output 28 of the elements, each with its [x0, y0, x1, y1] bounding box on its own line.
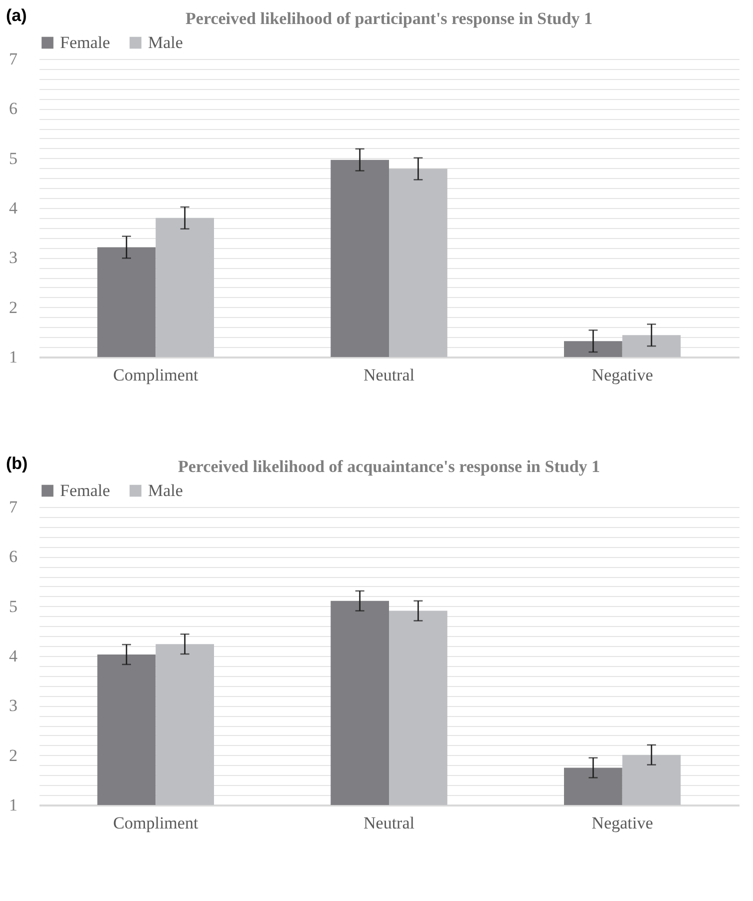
x-tick-label: Negative — [592, 814, 654, 832]
x-tick-label: Neutral — [364, 814, 415, 832]
chart-title: Perceived likelihood of participant's response in Study 1 — [186, 9, 592, 28]
y-tick-label: 6 — [9, 99, 18, 118]
y-tick-label: 3 — [9, 696, 18, 716]
x-tick-label: Compliment — [113, 366, 198, 384]
y-tick-label: 7 — [9, 498, 18, 516]
y-tick-label: 4 — [9, 646, 18, 666]
y-tick-label: 5 — [9, 148, 18, 168]
legend-label: Male — [148, 480, 183, 500]
y-tick-label: 1 — [9, 348, 18, 366]
legend-label: Female — [60, 32, 110, 52]
legend-label: Male — [148, 32, 183, 52]
y-tick-label: 5 — [9, 596, 18, 616]
y-tick-label: 2 — [9, 298, 18, 317]
text: (a) — [6, 6, 27, 26]
y-tick-label: 3 — [9, 248, 18, 268]
legend-label: Female — [60, 480, 110, 500]
chart-title: Perceived likelihood of acquaintance's response in Study 1 — [178, 457, 600, 476]
x-tick-label: Negative — [592, 366, 654, 384]
y-tick-label: 1 — [9, 796, 18, 814]
text: (b) — [6, 454, 28, 474]
y-tick-label: 4 — [9, 198, 18, 218]
y-tick-label: 2 — [9, 746, 18, 765]
y-tick-label: 6 — [9, 547, 18, 566]
y-tick-label: 7 — [9, 50, 18, 68]
x-tick-label: Neutral — [364, 366, 415, 384]
x-tick-label: Compliment — [113, 814, 198, 832]
